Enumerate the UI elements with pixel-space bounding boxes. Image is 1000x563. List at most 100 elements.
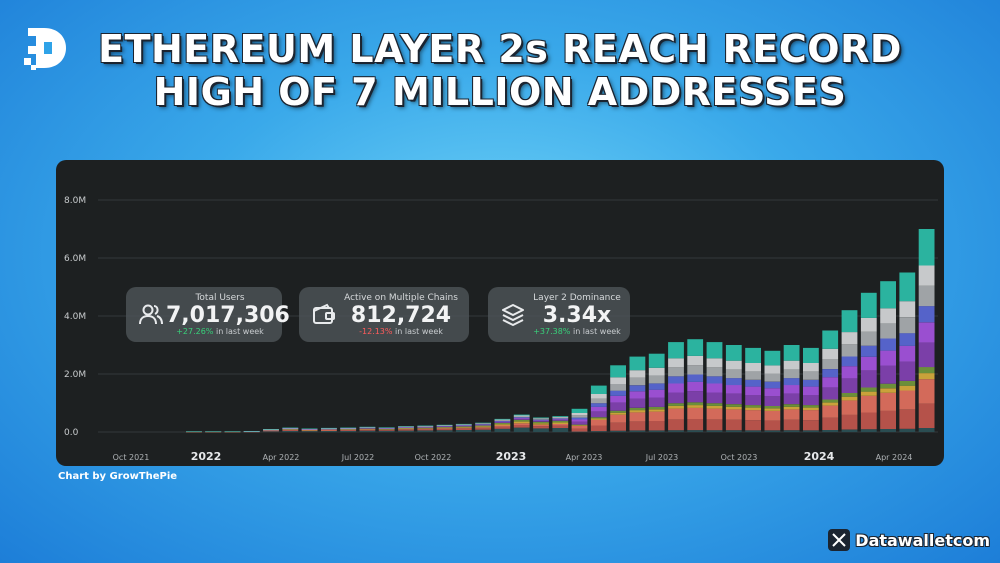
brand-handle[interactable]: Datawalletcom: [828, 529, 990, 551]
bar-segment: [706, 376, 723, 384]
bar-segment: [687, 430, 704, 432]
bar-segment: [803, 407, 819, 411]
stat-value: 3.34x: [542, 303, 612, 328]
bar-segment: [822, 369, 839, 378]
bar-segment: [822, 358, 839, 369]
bar-segment: [610, 414, 626, 423]
bar-segment: [841, 393, 858, 397]
bar-segment: [668, 408, 684, 420]
bar-segment: [899, 385, 916, 391]
stat-value: 812,724: [350, 303, 452, 328]
bar-segment: [687, 419, 704, 431]
bar-segment: [513, 421, 530, 424]
bar-segment: [436, 426, 453, 427]
bar-segment: [398, 429, 414, 430]
bar-segment: [803, 430, 819, 432]
bar-segment: [340, 429, 357, 430]
bar-segment: [533, 418, 549, 419]
bar-segment: [860, 345, 877, 357]
bar-segment: [841, 400, 858, 415]
bar-segment: [475, 423, 491, 424]
bar-segment: [533, 426, 549, 429]
bar-segment: [340, 430, 357, 432]
bar-segment: [263, 430, 279, 432]
bar-segment: [648, 421, 665, 431]
stat-change: +37.38% in last week: [528, 327, 626, 336]
bar-segment: [359, 429, 376, 430]
bar-segment: [398, 427, 414, 428]
bar-segment: [378, 429, 395, 430]
bar-segment: [436, 428, 453, 430]
bar-segment: [668, 383, 684, 393]
bar-segment: [880, 281, 896, 309]
bar-segment: [359, 426, 376, 428]
bar-segment: [475, 424, 491, 426]
bar-segment: [224, 431, 241, 432]
bar-segment: [513, 425, 530, 428]
bar-segment: [205, 431, 222, 432]
bar-segment: [340, 427, 357, 429]
stat-value: 7,017,306: [166, 303, 290, 328]
bar-segment: [648, 430, 665, 432]
stat-change: -12.13% in last week: [339, 327, 463, 336]
bar-segment: [475, 427, 491, 429]
stat-label: Active on Multiple Chains: [344, 293, 458, 303]
bar-segment: [417, 429, 434, 431]
bar-segment: [436, 425, 453, 427]
bar-segment: [783, 430, 800, 432]
users-icon: [139, 304, 163, 325]
bar-segment: [899, 317, 916, 334]
bar-segment: [378, 428, 395, 429]
chart-panel: 0.0 2.0M 4.0M 6.0M 8.0M Oct 2021 2022 Apr 2022 J…: [56, 160, 944, 466]
bar-segment: [880, 429, 896, 432]
bar-segment: [725, 369, 742, 379]
stat-change-suffix: in last week: [213, 327, 264, 336]
bar-segment: [186, 431, 202, 432]
bar-segment: [359, 428, 376, 429]
bar-segment: [590, 398, 607, 404]
bar-segment: [648, 397, 665, 407]
y-tick-label: 0.0: [64, 428, 79, 438]
bar-segment: [629, 407, 646, 411]
bar-segment: [301, 431, 318, 432]
bar-segment: [783, 345, 800, 361]
bar-segment: [513, 414, 530, 416]
bar-segment: [475, 425, 491, 426]
bar-segment: [552, 425, 569, 428]
stat-change-suffix: in last week: [570, 327, 621, 336]
bar-segment: [860, 370, 877, 388]
bar-segment: [436, 424, 453, 426]
bar-segment: [706, 358, 723, 368]
stat-change: +27.26% in last week: [170, 327, 270, 336]
bar-segment: [417, 427, 434, 428]
bar-segment: [822, 402, 839, 406]
bar-segment: [648, 353, 665, 368]
bar-segment: [860, 292, 877, 318]
bar-segment: [803, 405, 819, 408]
bar-segment: [899, 345, 916, 362]
bar-segment: [880, 323, 896, 339]
stat-card-l2-dominance: Layer 2 Dominance 3.34x +37.38% in last …: [488, 287, 630, 342]
bar-segment: [687, 381, 704, 392]
bar-segment: [571, 415, 588, 418]
bar-segment: [841, 396, 858, 401]
bar-segment: [340, 429, 357, 430]
bar-segment: [880, 350, 896, 366]
bar-segment: [378, 430, 395, 431]
bar-segment: [590, 417, 607, 419]
bar-segment: [860, 429, 877, 432]
bar-segment: [436, 426, 453, 428]
bar-segment: [783, 393, 800, 405]
bar-segment: [436, 430, 453, 432]
bar-segment: [533, 421, 549, 422]
bar-segment: [552, 416, 569, 417]
layers-icon: [502, 304, 524, 326]
bar-segment: [918, 285, 935, 307]
bar-segment: [918, 379, 935, 404]
bar-segment: [321, 427, 337, 429]
bar-segment: [822, 330, 839, 349]
bar-segment: [880, 410, 896, 429]
bar-segment: [745, 410, 761, 421]
wallet-icon: [313, 303, 335, 324]
bar-segment: [571, 426, 588, 429]
